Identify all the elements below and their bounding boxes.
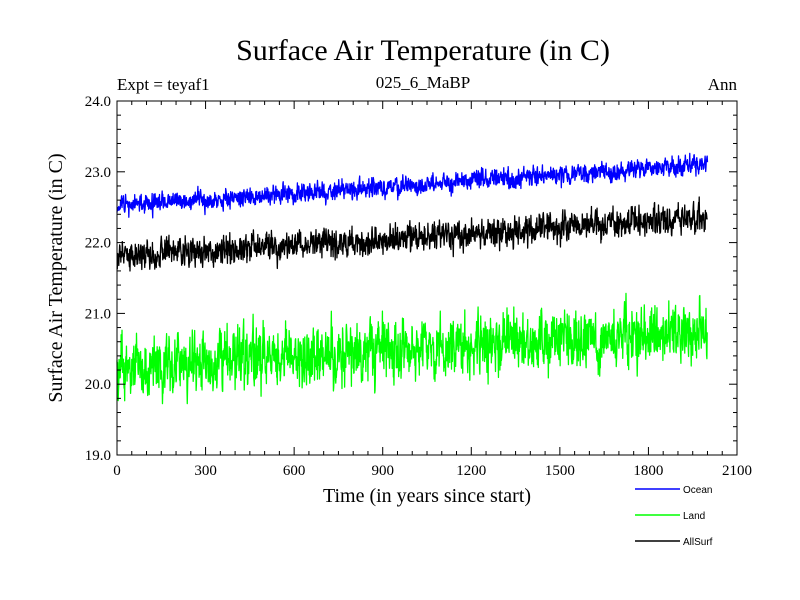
experiment-label: Expt = teyaf1 xyxy=(117,75,210,94)
y-tick-label: 20.0 xyxy=(85,377,111,393)
y-tick-label: 22.0 xyxy=(85,236,111,252)
legend-label-land: Land xyxy=(683,511,705,522)
x-tick-label: 900 xyxy=(371,463,394,479)
x-tick-label: 1800 xyxy=(633,463,663,479)
y-tick-label: 23.0 xyxy=(85,165,111,181)
x-tick-label: 300 xyxy=(194,463,217,479)
y-axis-label: Surface Air Temperature (in C) xyxy=(45,153,67,402)
series-layer xyxy=(116,152,709,405)
y-tick-label: 21.0 xyxy=(85,306,111,322)
y-tick-label: 19.0 xyxy=(85,448,111,464)
series-line-land xyxy=(116,292,708,405)
series-line-allsurf xyxy=(116,196,708,272)
season-label: Ann xyxy=(708,75,738,94)
plot-frame xyxy=(116,100,738,456)
ticks-layer: 0 300 600 900 1200 1500 1800 2100 19.0 20.0 21.0 22… xyxy=(85,94,752,479)
legend: Ocean Land AllSurf xyxy=(635,485,713,548)
y-tick-label: 24.0 xyxy=(85,94,111,110)
series-line-ocean xyxy=(116,152,709,219)
x-tick-label: 2100 xyxy=(722,463,752,479)
x-tick-label: 1500 xyxy=(545,463,575,479)
chart-title: Surface Air Temperature (in C) xyxy=(236,34,610,67)
x-tick-label: 0 xyxy=(113,463,121,479)
legend-label-ocean: Ocean xyxy=(683,485,712,496)
x-tick-label: 600 xyxy=(283,463,306,479)
chart-subtitle: 025_6_MaBP xyxy=(376,73,470,92)
x-tick-label: 1200 xyxy=(456,463,486,479)
x-axis-label: Time (in years since start) xyxy=(323,485,531,507)
legend-label-allsurf: AllSurf xyxy=(683,537,713,548)
